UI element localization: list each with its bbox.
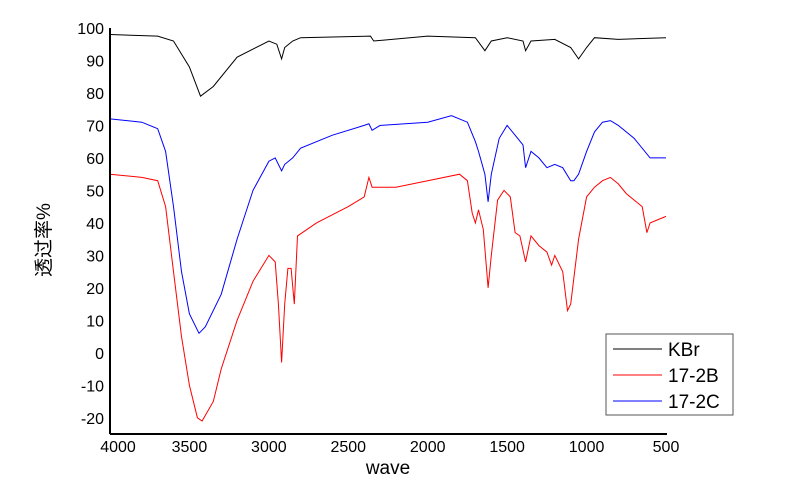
y-tick-label: 50 bbox=[86, 183, 104, 200]
x-tick-label: 1000 bbox=[569, 439, 605, 456]
legend-label: 17-2B bbox=[668, 366, 719, 387]
x-tick-label: 3000 bbox=[251, 439, 287, 456]
y-tick-label: -20 bbox=[81, 411, 104, 428]
x-tick-label: 500 bbox=[653, 439, 680, 456]
x-tick-label: 1500 bbox=[489, 439, 525, 456]
legend-label: KBr bbox=[668, 340, 700, 361]
x-axis-label: wave bbox=[365, 458, 410, 479]
series-line-KBr bbox=[109, 34, 667, 98]
y-tick-label: 90 bbox=[86, 53, 104, 70]
y-tick-label: 0 bbox=[95, 346, 104, 363]
y-tick-label: 80 bbox=[86, 86, 104, 103]
series-line-17-2C bbox=[109, 115, 666, 335]
legend-label: 17-2C bbox=[668, 392, 720, 413]
y-tick-label: 30 bbox=[86, 248, 104, 265]
y-axis-label: 透过率% bbox=[33, 203, 55, 277]
y-tick-label: 10 bbox=[86, 313, 104, 330]
y-tick-label: -10 bbox=[81, 378, 104, 395]
y-tick-label: 40 bbox=[86, 216, 104, 233]
x-tick-label: 2500 bbox=[330, 439, 366, 456]
y-tick-labels: -20 -10 0 10 20 30 40 50 60 70 80 90 100 bbox=[77, 21, 104, 428]
legend: KBr 17-2B 17-2C bbox=[605, 333, 734, 416]
x-tick-label: 2000 bbox=[410, 439, 446, 456]
y-tick-label: 60 bbox=[86, 151, 104, 168]
y-tick-label: 70 bbox=[86, 118, 104, 135]
x-tick-labels: 4000 3500 3000 2500 2000 1500 1000 500 bbox=[100, 439, 679, 456]
y-tick-label: 20 bbox=[86, 281, 104, 298]
series-line-17-2B bbox=[109, 173, 667, 422]
y-tick-label: 100 bbox=[77, 21, 104, 38]
x-tick-label: 4000 bbox=[100, 439, 136, 456]
x-tick-label: 3500 bbox=[172, 439, 208, 456]
series-layer bbox=[109, 34, 667, 422]
